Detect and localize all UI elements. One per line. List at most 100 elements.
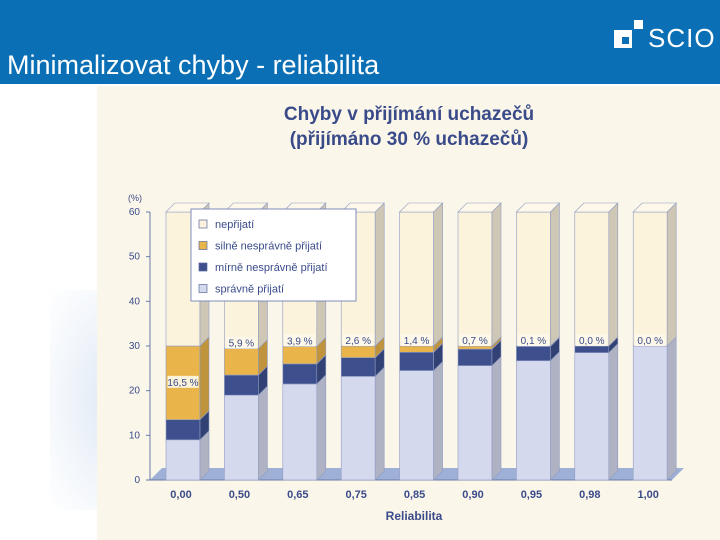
segment-not-admitted [399,211,434,347]
data-label: 16,5 % [167,378,198,389]
data-label-background [517,334,549,346]
y-tick-label: 30 [129,341,141,352]
legend-entry: nepřijatí [215,219,254,231]
x-tick-label: 0,98 [579,489,600,501]
logo-text: SCIO [648,23,716,53]
segment-slightly-wrongly-admitted [399,351,434,371]
segment-correctly-admitted-side [666,336,677,481]
data-label-background [284,334,316,347]
segment-not-admitted-side [433,202,443,347]
segment-not-admitted [516,211,551,347]
data-label: 0,7 % [462,336,488,347]
segment-not-admitted [632,211,668,347]
x-axis-label: Reliabilita [386,509,443,523]
segment-correctly-admitted-side [316,374,327,481]
segment-not-admitted-side [374,202,385,347]
segment-slightly-wrongly-admitted [457,348,493,366]
data-label: 2,6 % [345,336,371,347]
segment-correctly-admitted [457,365,493,481]
data-label-background [167,375,199,388]
segment-slightly-wrongly-admitted [224,374,259,396]
segment-strongly-wrongly-admitted [224,348,259,376]
y-tick-label: 0 [134,475,140,486]
logo-squares-icon [614,20,643,48]
segment-not-admitted [574,211,610,347]
segment-not-admitted-side [550,202,560,347]
y-tick-label: 50 [129,252,141,263]
data-label: 0,1 % [521,336,547,347]
scio-logo: SCIO [614,20,716,54]
data-label-background [634,334,666,346]
segment-strongly-wrongly-admitted [340,345,376,358]
data-label: 5,9 % [229,339,255,350]
x-tick-label: 0,75 [345,489,366,501]
data-label-background [401,334,433,346]
bar-top-face [632,202,677,213]
data-label-background [576,334,608,346]
segment-slightly-wrongly-admitted [282,363,318,385]
legend-swatch [198,262,208,272]
x-tick-label: 0,95 [521,489,542,501]
segment-not-admitted-side [666,202,677,347]
legend-box [190,208,357,302]
legend-swatch [198,284,208,293]
legend: nepřijatí silně nesprávně přijatí mírně ne… [190,208,357,302]
segment-not-admitted-side [491,202,502,347]
x-tick-label: 0,50 [229,489,250,501]
legend-entry: silně nesprávně přijatí [215,241,322,253]
data-label-background [225,336,257,349]
data-label: 1,4 % [404,336,430,347]
segment-correctly-admitted-side [550,351,560,481]
segment-slightly-wrongly-admitted [165,419,201,441]
segment-strongly-wrongly-admitted-side [199,336,210,421]
chart-title: Chyby v přijímání uchazečů [284,104,534,125]
bar-top-face [398,202,444,213]
segment-correctly-admitted [399,370,434,481]
segment-strongly-wrongly-admitted [282,346,318,365]
segment-not-admitted-side [608,202,619,347]
segment-correctly-admitted-side [433,360,443,481]
segment-correctly-admitted-side [374,366,385,481]
segment-correctly-admitted [574,352,610,481]
segment-correctly-admitted [224,394,259,481]
legend-swatch [198,241,208,250]
segment-correctly-admitted [516,360,551,481]
segment-correctly-admitted [165,439,201,481]
segment-slightly-wrongly-admitted [574,345,610,353]
segment-correctly-admitted-side [258,385,268,481]
plot-area: 0 10 20 30 40 50 60 0,00 16,5 % 0,50 5,9 % 0,65 3,9 … [129,202,684,501]
bar-top-face [457,202,502,213]
x-tick-label: 0,90 [462,489,483,501]
data-label-background [342,334,374,346]
segment-slightly-wrongly-admitted [516,346,551,362]
segment-slightly-wrongly-admitted [340,357,376,377]
x-tick-label: 0,00 [170,489,191,501]
segment-not-admitted [457,211,493,347]
y-tick-label: 60 [129,207,141,218]
data-label-background [459,334,491,346]
segment-correctly-admitted [282,383,318,481]
y-axis-unit-label: (%) [128,193,142,203]
bar-top-face [515,202,561,213]
header-bar: Minimalizovat chyby - reliabilita SCIO [0,0,720,84]
legend-swatch [198,219,208,229]
x-tick-label: 1,00 [637,489,658,501]
data-label: 0,0 % [637,336,663,347]
segment-correctly-admitted-side [491,355,502,481]
legend-entry: správně přijatí [215,284,284,296]
bar-top-face [574,202,619,213]
y-tick-label: 40 [129,296,141,307]
x-tick-label: 0,85 [404,489,425,501]
x-tick-label: 0,65 [287,489,308,501]
data-label: 0,0 % [579,336,605,347]
legend-entry: mírně nesprávně přijatí [215,262,328,274]
slide-title: Minimalizovat chyby - reliabilita [7,50,380,80]
segment-correctly-admitted [632,345,668,481]
y-tick-label: 20 [129,386,141,397]
chart-subtitle: (přijímáno 30 % uchazečů) [290,129,529,150]
segment-correctly-admitted [340,376,376,481]
segment-correctly-admitted-side [608,342,619,481]
y-tick-label: 10 [129,430,141,441]
data-label: 3,9 % [287,336,313,347]
